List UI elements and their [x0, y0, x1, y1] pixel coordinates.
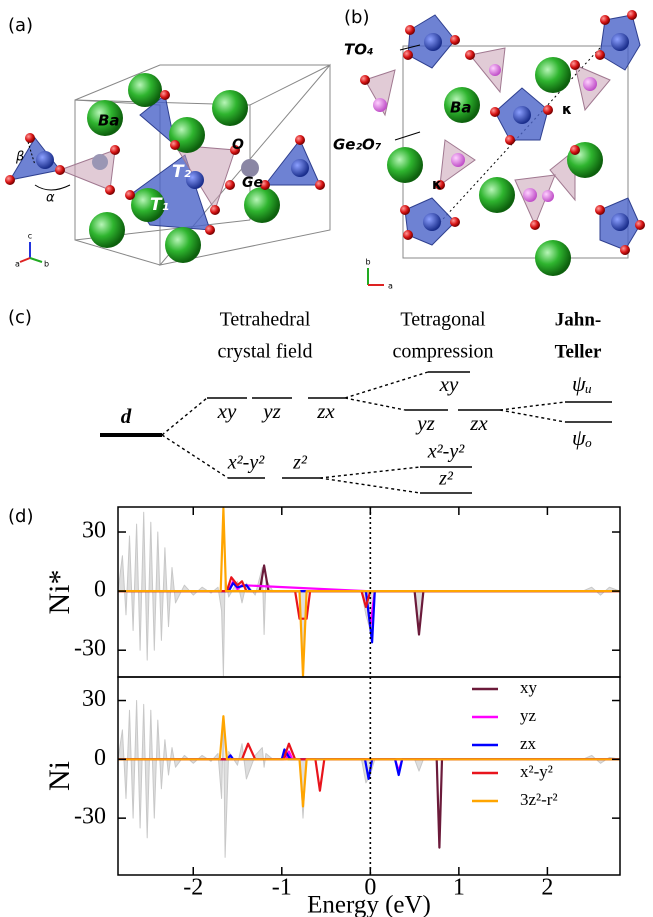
atom-label: Ge [242, 175, 263, 191]
level-label: d [121, 404, 132, 428]
level-label: zx [469, 411, 488, 435]
axis-arrow [30, 258, 42, 262]
angle-arc [35, 185, 70, 190]
level-label: x²-y² [227, 452, 265, 474]
ba-atom [244, 187, 280, 223]
panel-b: (b) TO₄ Ba Ge₂O₇ κ κ b a [333, 7, 645, 291]
x-tick-label: -2 [183, 875, 203, 901]
ge-atom [373, 98, 387, 112]
atom-label: Ba [98, 112, 120, 130]
ba-atom [387, 147, 423, 183]
legend-label: x²-y² [520, 762, 553, 781]
pointer [395, 132, 420, 140]
angle-label: α [46, 191, 55, 206]
ba-atom [535, 240, 571, 276]
x-tick-label: 1 [453, 875, 465, 901]
connector [162, 372, 565, 493]
level-label: z² [292, 452, 308, 474]
column-header: crystal field [218, 341, 313, 363]
legend-label: yz [520, 706, 537, 725]
ba-atom [165, 227, 201, 263]
label: TO₄ [344, 41, 374, 59]
cell-edge [75, 65, 330, 105]
t-atom [513, 106, 531, 124]
axis-label: a [15, 260, 20, 269]
axis-label: c [28, 232, 32, 241]
level-label: yz [415, 411, 435, 435]
x-axis-label: Energy (eV) [307, 892, 431, 917]
x-tick-label: 2 [541, 875, 553, 901]
panel-c: (c) Tetrahedral crystal field Tetragonal… [8, 307, 612, 493]
column-header: Tetragonal [400, 309, 486, 331]
column-header: Tetrahedral [220, 309, 311, 331]
legend-label: xy [520, 678, 538, 697]
label: Ge₂O₇ [333, 136, 382, 154]
atom-label: Ba [450, 99, 472, 117]
level-label: xy [217, 399, 237, 423]
ge-atom [92, 154, 108, 170]
atom-label: T₁ [150, 195, 169, 215]
level-label: xy [439, 372, 459, 396]
panel-label: (b) [344, 7, 369, 28]
y-axis-label: Ni [43, 761, 76, 791]
angle-label: β [15, 150, 24, 165]
level-label: zx [316, 399, 335, 423]
level-label: yz [261, 399, 281, 423]
y-tick-label: 30 [82, 686, 106, 712]
tetrahedron [265, 140, 320, 185]
kappa-label: κ [432, 177, 442, 193]
t-atom [291, 159, 309, 177]
level-label: z² [438, 468, 454, 490]
t-atom [36, 151, 54, 169]
legend-label: 3z²-r² [520, 790, 558, 809]
y-tick-label: 30 [82, 518, 106, 544]
t-atom [611, 213, 629, 231]
panel-label: (c) [8, 307, 32, 328]
level-label: ψₒ [572, 425, 592, 450]
t-atom [423, 213, 441, 231]
y-tick-label: 0 [94, 745, 106, 771]
axis-label: b [44, 260, 49, 269]
ba-atom [212, 90, 248, 126]
y-tick-label: -30 [74, 804, 106, 830]
panel-a: (a) Ba T₂ T₁ O Ge β α c a b [5, 15, 330, 269]
legend-label: zx [520, 734, 537, 753]
atom-label: O [232, 137, 244, 153]
ge-atom [542, 190, 554, 202]
panel-label: (d) [8, 506, 33, 527]
panel-label: (a) [8, 15, 33, 36]
ba-atom [89, 212, 125, 248]
axis-label: a [388, 282, 393, 291]
figure: (a) Ba T₂ T₁ O Ge β α c a b (b) [0, 0, 653, 917]
ba-atom [479, 177, 515, 213]
tetrahedron [60, 150, 115, 190]
axis-label: b [365, 258, 370, 267]
column-header: Teller [555, 341, 602, 362]
y-tick-label: 0 [94, 577, 106, 603]
kappa-label: κ [562, 102, 572, 118]
axis-arrow [20, 258, 30, 262]
t-atom [424, 33, 442, 51]
level-label: x²-y² [427, 441, 465, 463]
ba-atom [535, 57, 571, 93]
column-header: compression [392, 341, 493, 363]
atom-label: T₂ [172, 162, 192, 182]
ba-atom [128, 73, 162, 107]
y-axis-label: Ni* [43, 570, 76, 615]
column-header: Jahn- [555, 309, 601, 330]
ge-atom [451, 153, 465, 167]
y-tick-label: -30 [74, 636, 106, 662]
ge-atom [583, 77, 597, 91]
plot-area [118, 508, 620, 675]
ge-atom [489, 64, 501, 76]
orbital-dos [118, 508, 620, 675]
ge-atom [523, 188, 537, 202]
level-label: ψᵤ [572, 371, 592, 396]
x-tick-label: -1 [272, 875, 292, 901]
t-atom [611, 33, 629, 51]
